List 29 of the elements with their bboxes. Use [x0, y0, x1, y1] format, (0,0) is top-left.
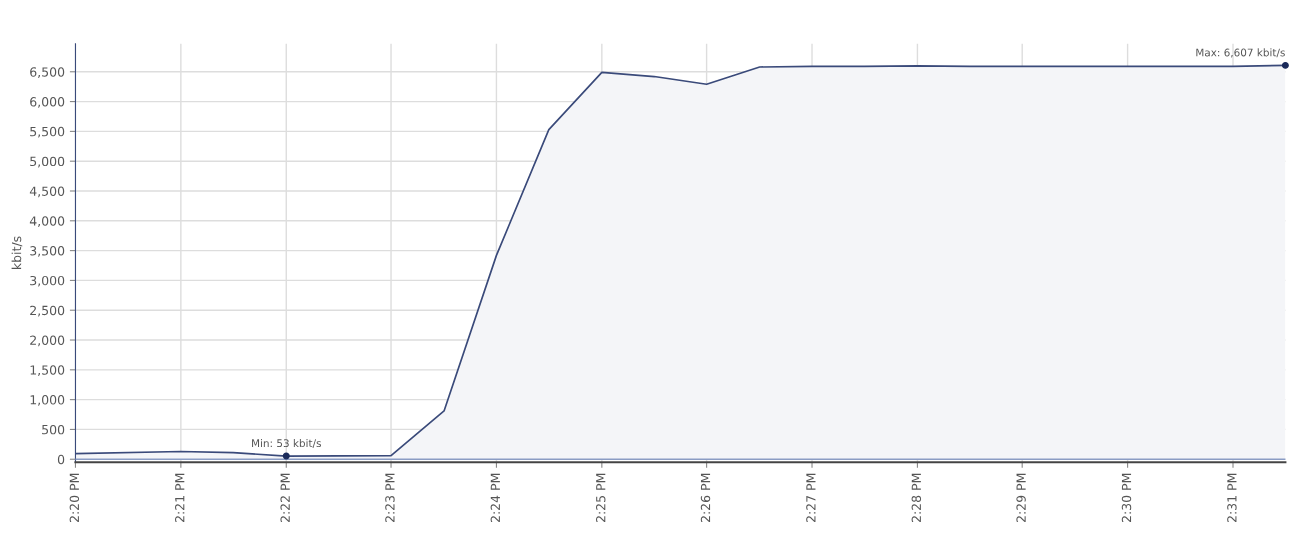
y-tick-label: 2,500 [30, 305, 65, 317]
y-tick-label: 4,000 [29, 216, 65, 227]
annotation: Max: 6,607 kbit/s [1196, 48, 1285, 58]
y-tick-label: 5,500 [30, 126, 65, 138]
y-tick-label: 2,000 [30, 335, 65, 347]
x-tick-label: 2:21 PM [175, 473, 185, 523]
x-tick-label: 2:20 PM [69, 473, 80, 523]
y-tick-label: 500 [42, 424, 65, 435]
annotation: Min: 53 kbit/s [252, 439, 321, 448]
x-tick-label: 2:28 PM [911, 473, 922, 523]
y-tick-label: 4,500 [29, 186, 65, 198]
y-axis-title: kbit/s [11, 236, 23, 269]
y-tick-label: 5,000 [30, 156, 65, 168]
x-tick-label: 2:25 PM [596, 473, 606, 523]
x-tick-label: 2:26 PM [700, 473, 711, 523]
y-tick-label: 6,500 [30, 67, 65, 78]
y-tick-label: 3,000 [30, 275, 65, 287]
y-tick-label: 6,000 [30, 97, 65, 108]
x-tick-label: 2:30 PM [1121, 473, 1132, 523]
y-tick-label: 1,000 [30, 395, 65, 406]
y-tick-label: 0 [57, 454, 65, 465]
x-tick-label: 2:31 PM [1227, 473, 1237, 523]
y-tick-label: 1,500 [30, 365, 65, 377]
x-tick-label: 2:24 PM [490, 473, 500, 523]
x-tick-label: 2:23 PM [385, 473, 395, 523]
x-tick-label: 2:27 PM [806, 473, 816, 523]
x-tick-label: 2:29 PM [1016, 473, 1026, 523]
x-tick-label: 2:22 PM [280, 473, 290, 523]
y-tick-label: 3,500 [30, 246, 65, 257]
